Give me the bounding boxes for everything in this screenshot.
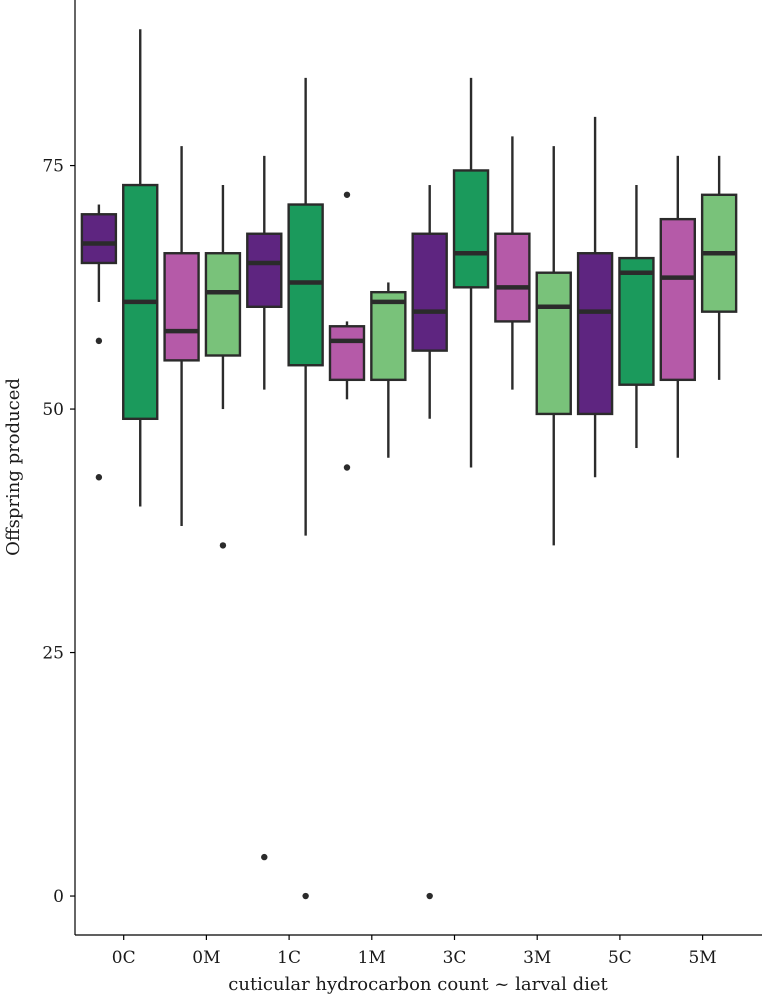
box-iqr: [287, 203, 324, 367]
box-group: [700, 155, 738, 380]
box-group: [576, 116, 614, 478]
outlier-point: [343, 464, 351, 471]
ticks-layer: 0 25 50 75 0C 0M 1C 1M 3C 3M 5C 5M: [42, 157, 716, 968]
outlier-point: [219, 542, 227, 549]
box-group: [80, 204, 118, 481]
box-group: [287, 77, 324, 900]
x-tick-label: 5C: [608, 948, 632, 968]
box-iqr: [163, 252, 200, 362]
outlier-point: [343, 191, 351, 198]
box-group: [204, 185, 242, 549]
x-tick-label: 0M: [192, 948, 220, 968]
box-group: [122, 29, 159, 507]
x-axis-title: cuticular hydrocarbon count ~ larval die…: [228, 974, 608, 995]
box-iqr: [659, 217, 696, 382]
boxes-layer: [80, 29, 738, 900]
box-group: [494, 136, 531, 390]
outlier-point: [95, 474, 103, 481]
box-iqr: [576, 252, 614, 416]
x-tick-label: 0C: [112, 948, 136, 968]
y-axis-title: Offspring produced: [3, 378, 24, 556]
box-group: [370, 282, 407, 458]
y-tick-label: 25: [42, 644, 64, 664]
box-iqr: [494, 232, 531, 323]
box-group: [163, 146, 200, 526]
box-iqr: [328, 325, 366, 382]
x-tick-label: 3C: [443, 948, 467, 968]
box-group: [452, 77, 490, 468]
box-iqr: [618, 256, 655, 386]
box-iqr: [452, 169, 490, 289]
box-iqr: [80, 213, 118, 265]
x-tick-label: 1C: [277, 948, 301, 968]
box-iqr: [204, 252, 242, 357]
y-tick-label: 0: [53, 887, 64, 907]
box-group: [659, 155, 696, 458]
box-group: [411, 185, 448, 900]
outlier-point: [261, 853, 268, 861]
x-tick-label: 1M: [358, 948, 386, 968]
box-iqr: [370, 290, 407, 382]
box-iqr: [411, 232, 448, 352]
outlier-point: [426, 892, 433, 900]
x-tick-label: 5M: [688, 948, 716, 968]
box-iqr: [535, 271, 572, 416]
x-tick-label: 3M: [523, 948, 551, 968]
box-group: [328, 191, 366, 471]
box-group: [535, 146, 572, 546]
outlier-point: [302, 892, 309, 900]
box-group: [618, 185, 655, 449]
box-group: [246, 155, 283, 861]
y-tick-label: 75: [42, 157, 64, 177]
axes-layer: [74, 0, 762, 936]
outlier-point: [95, 337, 103, 345]
box-iqr: [246, 232, 283, 308]
y-tick-label: 50: [42, 400, 64, 420]
